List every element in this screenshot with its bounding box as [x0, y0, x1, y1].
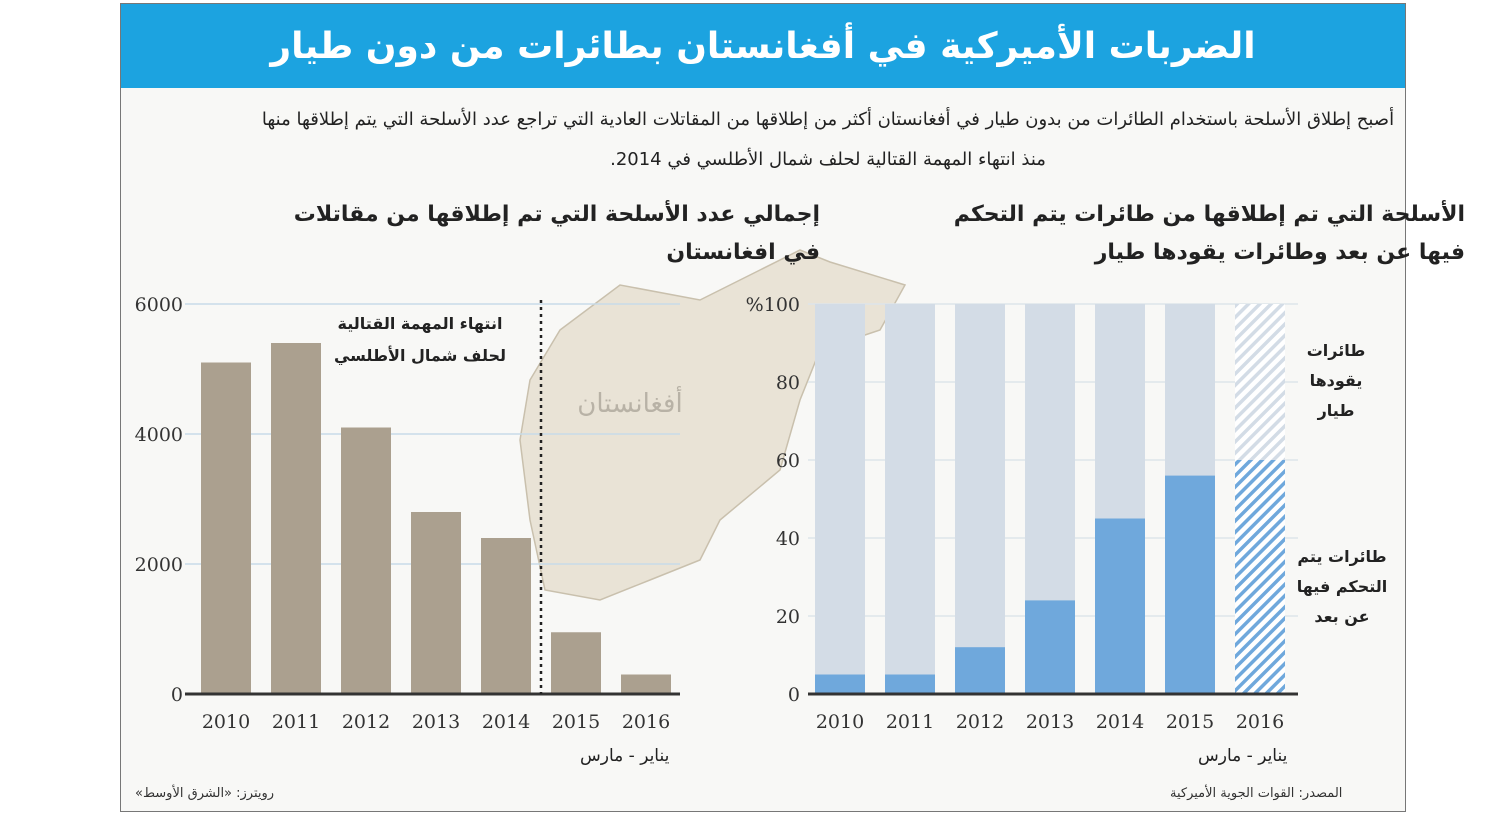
- y-tick-label: 0: [171, 684, 183, 706]
- map-label: أفغانستان: [577, 385, 682, 419]
- title-bar: الضربات الأميركية في أفغانستان بطائرات م…: [121, 4, 1405, 88]
- y-tick-label: 2000: [135, 554, 183, 576]
- y-tick-label: 80: [776, 372, 800, 394]
- afghanistan-map: أفغانستان: [519, 249, 907, 601]
- x-tick-label: 2010: [202, 711, 250, 733]
- y-tick-label: %100: [746, 294, 800, 316]
- map-shape: [519, 249, 907, 601]
- y-tick-label: 60: [776, 450, 800, 472]
- right-chart: 0 20 40 60 80 %100 2010 2011 2012 2013 2014 2015 201…: [746, 294, 1298, 733]
- left-chart-title: إجمالي عدد الأسلحة التي تم إطلاقها من مق…: [293, 202, 820, 265]
- page-title: الضربات الأميركية في أفغانستان بطائرات م…: [270, 25, 1256, 67]
- bar-2016: [621, 674, 671, 694]
- x-tick-label: 2016: [1236, 711, 1284, 733]
- right-chart-title: الأسلحة التي تم إطلاقها من طائرات يتم ال…: [953, 202, 1465, 265]
- bar-2013: [411, 512, 461, 694]
- x-tick-label: 2012: [956, 711, 1004, 733]
- x-tick-label: 2012: [342, 711, 390, 733]
- manned-bar-2011: [885, 304, 935, 694]
- source-credit: المصدر: القوات الجوية الأميركية: [1170, 786, 1343, 801]
- y-tick-label: 6000: [135, 294, 183, 316]
- y-tick-label: 4000: [135, 424, 183, 446]
- drone-bar-2010: [815, 674, 865, 694]
- x-tick-label: 2010: [816, 711, 864, 733]
- right-month-note: يناير - مارس: [1198, 746, 1288, 766]
- y-tick-label: 40: [776, 528, 800, 550]
- drone-bar-2016: [1235, 460, 1285, 694]
- legend-drone: طائرات يتم التحكم فيها عن بعد: [1296, 547, 1388, 626]
- drone-bar-2015: [1165, 475, 1215, 694]
- x-tick-label: 2013: [1026, 711, 1074, 733]
- drone-bar-2014: [1095, 518, 1145, 694]
- x-tick-label: 2014: [482, 711, 530, 733]
- left-chart: 0 2000 4000 6000 2010 2011 2012 2013 2014 2015 201…: [135, 294, 680, 733]
- drone-bar-2011: [885, 674, 935, 694]
- bar-2010: [201, 362, 251, 694]
- intro-text: أصبح إطلاق الأسلحة باستخدام الطائرات من …: [261, 109, 1395, 170]
- nato-annotation: انتهاء المهمة القتالية لحلف شمال الأطلسي: [333, 314, 507, 365]
- bar-2014: [481, 538, 531, 694]
- manned-bar-2010: [815, 304, 865, 694]
- y-tick-label: 20: [776, 606, 800, 628]
- manned-bar-2012: [955, 304, 1005, 694]
- x-tick-label: 2015: [552, 711, 600, 733]
- bar-2012: [341, 427, 391, 694]
- y-tick-label: 0: [788, 684, 800, 706]
- x-tick-label: 2016: [622, 711, 670, 733]
- drone-bar-2012: [955, 647, 1005, 694]
- bar-2015: [551, 632, 601, 694]
- x-tick-label: 2013: [412, 711, 460, 733]
- x-tick-label: 2015: [1166, 711, 1214, 733]
- agency-credit: رويترز: «الشرق الأوسط»: [135, 786, 275, 801]
- x-tick-label: 2011: [886, 711, 934, 733]
- left-month-note: يناير - مارس: [580, 746, 670, 766]
- bar-2011: [271, 343, 321, 694]
- drone-bar-2013: [1025, 600, 1075, 694]
- x-tick-label: 2011: [272, 711, 320, 733]
- legend-manned: طائرات يقودها طيار: [1306, 341, 1366, 420]
- x-tick-label: 2014: [1096, 711, 1144, 733]
